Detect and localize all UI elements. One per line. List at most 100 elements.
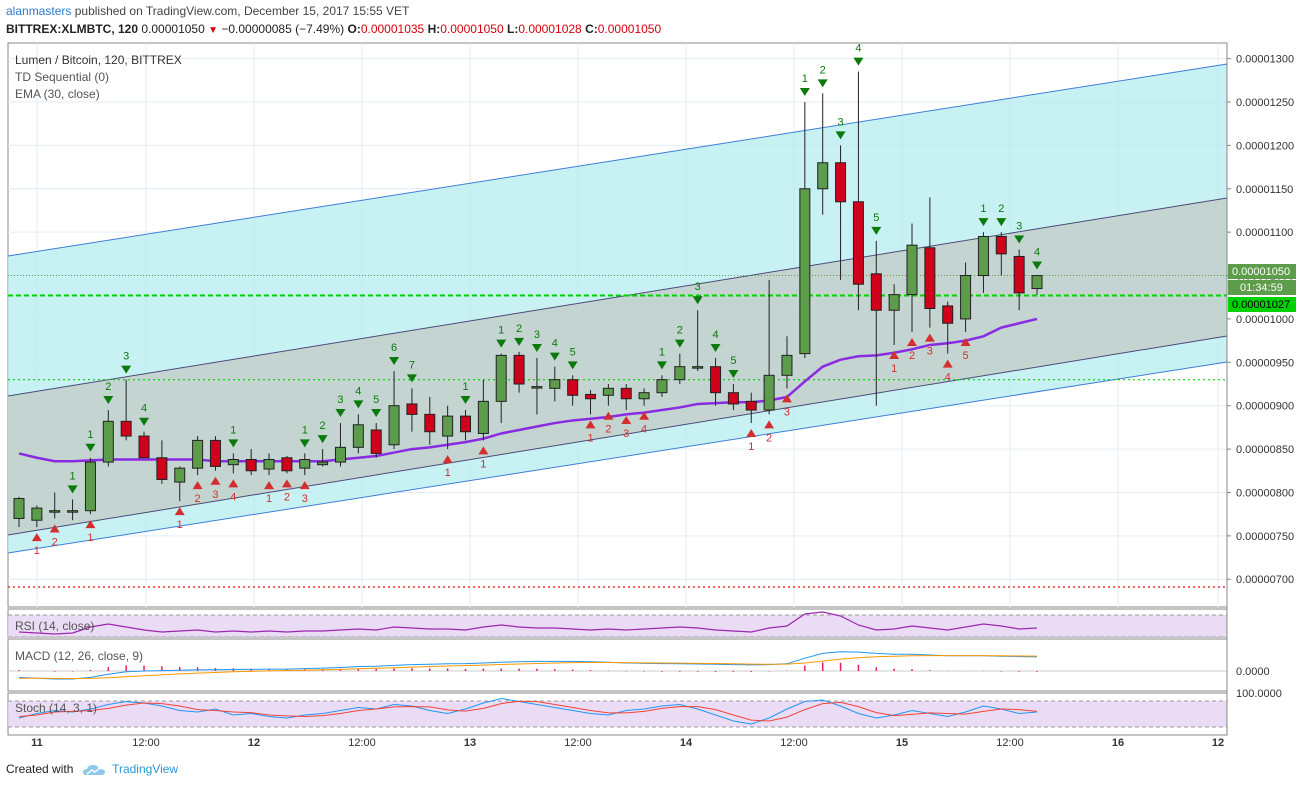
td-sell-triangle bbox=[228, 439, 239, 448]
candle-body bbox=[960, 275, 972, 320]
td-count-label: 2 bbox=[677, 325, 683, 337]
candle-body bbox=[84, 461, 96, 512]
x-tick-label: 12:00 bbox=[348, 737, 376, 749]
last-price-tag bbox=[1228, 264, 1296, 279]
td-sell-triangle bbox=[317, 435, 328, 444]
td-buy-triangle bbox=[478, 446, 489, 455]
candle-body bbox=[799, 188, 811, 355]
td-count-label: 1 bbox=[891, 363, 897, 375]
td-count-label: 1 bbox=[445, 467, 451, 479]
td-count-label: 3 bbox=[337, 394, 343, 406]
indicator-panes bbox=[7, 608, 1228, 736]
td-count-label: 1 bbox=[230, 424, 236, 436]
td-count-label: 3 bbox=[212, 489, 218, 501]
td-sell-triangle bbox=[406, 374, 417, 383]
td-buy-triangle bbox=[639, 411, 650, 420]
open-value: 0.00001035 bbox=[360, 22, 425, 36]
x-tick-label: 12:00 bbox=[132, 737, 160, 749]
td-buy-triangle bbox=[174, 507, 185, 516]
td-sell-triangle bbox=[85, 443, 96, 452]
td-count-label: 2 bbox=[909, 350, 915, 362]
td-buy-triangle bbox=[621, 416, 632, 425]
td-sell-triangle bbox=[871, 226, 882, 235]
td-count-label: 3 bbox=[784, 406, 790, 418]
td-count-label: 1 bbox=[87, 429, 93, 441]
candle-body bbox=[477, 400, 489, 434]
stoch-k-line bbox=[18, 697, 1038, 725]
candle-body bbox=[424, 413, 436, 433]
td-sell-triangle bbox=[674, 339, 685, 348]
td-count-label: 1 bbox=[587, 432, 593, 444]
stoch-band bbox=[8, 701, 1227, 727]
candle-body bbox=[977, 235, 989, 277]
ema-polyline bbox=[18, 317, 1038, 463]
candle-body bbox=[442, 415, 454, 437]
candle-body bbox=[852, 201, 864, 285]
td-sell-triangle bbox=[996, 218, 1007, 227]
td-count-label: 2 bbox=[820, 64, 826, 76]
td-sell-triangle bbox=[103, 396, 114, 405]
channel-mid-lower-line bbox=[7, 335, 1228, 536]
tradingview-cloud-icon bbox=[82, 764, 105, 775]
td-sell-triangle bbox=[353, 400, 364, 409]
candle-body bbox=[31, 507, 43, 521]
candle-body bbox=[674, 366, 686, 381]
td-sell-triangle bbox=[371, 409, 382, 418]
td-count-label: 6 bbox=[391, 342, 397, 354]
td-count-label: 1 bbox=[480, 458, 486, 470]
candle-body bbox=[602, 387, 614, 396]
candle-body bbox=[620, 387, 632, 400]
td-count-label: 5 bbox=[873, 212, 879, 224]
td-count-label: 4 bbox=[945, 372, 951, 384]
close-label: C: bbox=[585, 22, 598, 36]
channel-upper-line bbox=[7, 63, 1228, 257]
tradingview-link[interactable]: TradingView bbox=[112, 762, 179, 776]
td-sell-triangle bbox=[978, 218, 989, 227]
candle-body bbox=[870, 273, 882, 311]
low-value: 0.00001028 bbox=[518, 22, 582, 36]
td-buy-triangle bbox=[442, 455, 453, 464]
td-count-label: 3 bbox=[534, 329, 540, 341]
author-link[interactable]: alanmasters bbox=[6, 4, 72, 18]
td-sell-triangle bbox=[835, 131, 846, 140]
rsi-label: RSI (14, close) bbox=[15, 619, 94, 633]
candle-body bbox=[263, 458, 275, 470]
td-count-label: 4 bbox=[855, 43, 861, 55]
td-buy-triangle bbox=[264, 481, 275, 490]
td-sell-triangle bbox=[817, 79, 828, 88]
x-tick-label: 12 bbox=[248, 737, 260, 749]
candle-body bbox=[120, 420, 132, 437]
td-count-label: 1 bbox=[748, 441, 754, 453]
macd-label: MACD (12, 26, close, 9) bbox=[15, 649, 143, 663]
symbol-line: BITTREX:XLMBTC, 120 bbox=[6, 22, 139, 36]
td-count-label: 1 bbox=[266, 493, 272, 505]
candle-body bbox=[656, 379, 668, 394]
td-count-label: 2 bbox=[52, 536, 58, 548]
candle-body bbox=[638, 392, 650, 400]
macd-line bbox=[18, 651, 1038, 680]
td-count-label: 2 bbox=[766, 432, 772, 444]
td-count-label: 1 bbox=[462, 381, 468, 393]
td-count-label: 2 bbox=[195, 493, 201, 505]
last-price-tag-text: 0.00001050 bbox=[1232, 266, 1290, 278]
y-tick-label: 0.00000850 bbox=[1236, 444, 1294, 456]
candle-body bbox=[727, 392, 739, 405]
td-count-label: 5 bbox=[730, 355, 736, 367]
td-count-label: 2 bbox=[284, 491, 290, 503]
td-count-label: 1 bbox=[802, 73, 808, 85]
candle-body bbox=[995, 235, 1007, 255]
candle-body bbox=[334, 446, 346, 463]
channel-inner-fill bbox=[8, 198, 1227, 535]
td-buy-triangle bbox=[192, 481, 203, 490]
last-price: 0.00001050 bbox=[141, 22, 205, 36]
y-tick-label: 0.00000700 bbox=[1236, 574, 1294, 586]
legend-ema: EMA (30, close) bbox=[15, 87, 100, 101]
y-tick-label: 0.00000900 bbox=[1236, 401, 1294, 413]
macd-signal-line bbox=[19, 655, 1038, 680]
td-buy-triangle bbox=[31, 533, 42, 542]
td-count-label: 3 bbox=[927, 346, 933, 358]
macd-pane-frame bbox=[7, 638, 1228, 692]
td-sell-triangle bbox=[728, 370, 739, 379]
candle-body bbox=[692, 366, 704, 369]
